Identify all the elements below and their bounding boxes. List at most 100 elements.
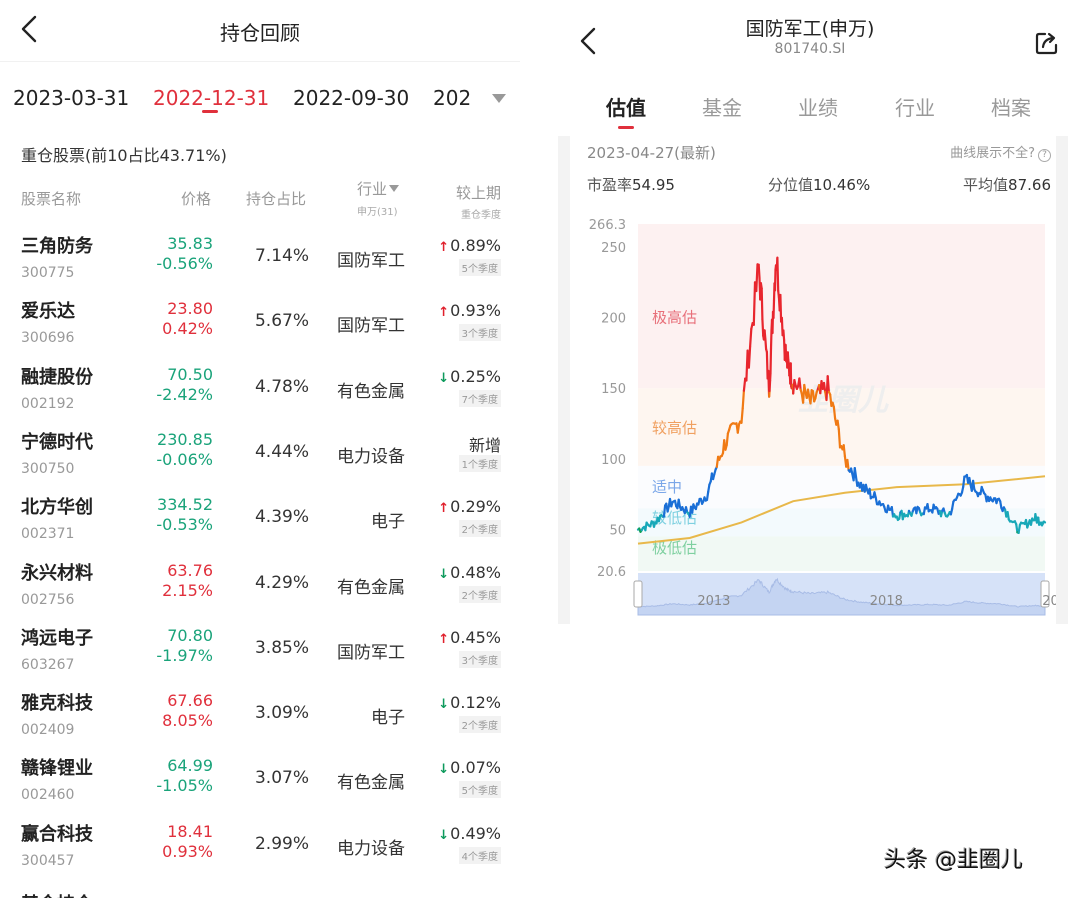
stock-price: 18.41 [167,821,213,841]
industry-valuation-panel: 国防军工(申万) 801740.SI 估值 基金 业绩 行业 档案 2023-0… [540,0,1080,898]
range-handle-left[interactable] [633,580,643,608]
curve-help-text: 曲线展示不全? [950,146,1035,161]
arrow-down-icon: ↓ [438,827,450,843]
tab-valuation[interactable]: 估值 [606,96,646,120]
industry: 国防军工 [337,316,405,337]
holding-weight: 4.78% [254,376,309,397]
weight-delta: ↓0.49% [438,824,501,843]
question-circle-icon: ? [1038,149,1051,162]
watermark: 头条 @韭圈儿 [884,848,1023,873]
weight-delta: ↓0.25% [438,367,501,386]
stock-price: 23.80 [167,299,213,319]
arrow-down-icon: ↓ [438,697,450,713]
industry: 有色金属 [337,577,405,598]
svg-text:250: 250 [601,241,626,256]
stock-price: 35.83 [167,234,213,253]
table-row[interactable]: 融捷股份 002192 70.50 -2.42% 4.78% 有色金属 ↓0.25% 7个季度 [0,363,520,423]
industry: 国防军工 [337,251,405,271]
tab-industry[interactable]: 行业 [895,96,935,120]
header: 持仓回顾 [0,0,520,62]
share-icon[interactable] [1034,30,1060,56]
table-row[interactable]: 三角防务 300775 35.83 -0.56% 7.14% 国防军工 ↑0.89% 5个季度 [0,232,520,292]
date-tab-2022-12-31[interactable]: 2022-12-31 [153,86,270,110]
stock-name: 融捷股份 [21,366,93,388]
col-price: 价格 [181,190,212,208]
table-row[interactable]: 爱乐达 300696 23.80 0.42% 5.67% 国防军工 ↑0.93% 3个季度 [0,297,520,357]
percentile-label: 分位值 [768,176,814,194]
industry: 电子 [371,512,405,533]
table-row[interactable]: 鸿远电子 603267 70.80 -1.97% 3.85% 国防军工 ↑0.45% 3个季度 [0,624,520,684]
weight-delta-value: 0.29% [450,497,501,517]
stock-code: 300750 [21,460,75,477]
date-tab-2023-03-31[interactable]: 2023-03-31 [13,86,130,110]
stock-name: 赢合科技 [21,823,93,845]
pe-metric: 市盈率54.95 [587,174,675,195]
stock-price: 70.80 [167,625,213,645]
svg-text:200: 200 [601,312,626,327]
average-label: 平均值 [963,176,1009,194]
tab-funds[interactable]: 基金 [702,96,742,120]
date-tab-partial[interactable]: 202 [433,86,472,110]
table-row[interactable]: 赣锋锂业 002460 64.99 -1.05% 3.07% 有色金属 ↓0.07% 5个季度 [0,754,520,814]
stock-name: 雅克科技 [21,693,93,715]
svg-text:极低估: 极低估 [652,539,697,557]
col-name: 股票名称 [21,190,82,208]
valuation-card: 2023-04-27(最新) 曲线展示不全?? 市盈率54.95 分位值10.4… [558,136,1075,624]
svg-text:150: 150 [601,382,626,397]
quarters-badge: 2个季度 [458,585,501,603]
col-industry[interactable]: 行业 [357,178,400,199]
stock-code: 300696 [21,330,75,347]
curve-help-link[interactable]: 曲线展示不全?? [950,142,1051,162]
stock-name: 爱乐达 [21,301,75,323]
stock-code: 300457 [21,852,75,869]
percentile-value: 10.46% [813,176,871,194]
svg-text:适中: 适中 [652,478,682,496]
quarters-badge: 5个季度 [458,259,501,276]
table-row[interactable]: 雅克科技 002409 67.66 8.05% 3.09% 电子 ↓0.12% 2个季度 [0,689,520,749]
industry: 有色金属 [337,773,405,794]
quarters-badge: 2个季度 [458,520,501,538]
tab-profile[interactable]: 档案 [991,96,1031,120]
table-row[interactable]: 宁德时代 300750 230.85 -0.06% 4.44% 电力设备 新增 1个季度 [0,428,520,488]
svg-text:2023: 2023 [1042,594,1056,609]
tab-performance[interactable]: 业绩 [798,96,838,120]
quarters-badge: 2个季度 [458,716,501,734]
quarters-badge: 3个季度 [458,324,501,342]
svg-text:50: 50 [609,523,626,538]
weight-delta-value: 0.93% [450,301,501,321]
table-row[interactable]: 赢合科技 300457 18.41 0.93% 2.99% 电力设备 ↓0.49% 4个季度 [0,820,520,880]
holding-weight: 4.29% [254,572,309,593]
svg-text:20.6: 20.6 [597,565,626,580]
weight-delta-value: 0.07% [450,758,501,778]
back-button[interactable] [577,26,601,56]
stock-code: 002756 [21,591,75,608]
pe-chart[interactable]: 极高估 较高估 适中 较低估 极低估 266.3 250 200 150 100 50 20.6 韭圈儿… [570,206,1075,624]
back-button[interactable] [18,14,42,44]
col-industry-label: 行业 [357,180,388,198]
stock-change: -0.06% [156,449,213,469]
svg-text:2013: 2013 [697,594,730,609]
industry: 国防军工 [337,642,405,663]
table-row[interactable]: 北方华创 002371 334.52 -0.53% 4.39% 电子 ↑0.29% 2个季度 [0,493,520,553]
quarters-badge: 5个季度 [458,781,501,799]
arrow-up-icon: ↑ [438,240,450,255]
holding-weight: 4.39% [254,507,309,528]
date-tab-2022-09-30[interactable]: 2022-09-30 [293,86,410,110]
stock-name: 赣锋锂业 [21,758,93,780]
dropdown-triangle-icon[interactable] [492,94,506,103]
weight-delta: 新增 [469,432,501,456]
index-code: 801740.SI [774,41,846,57]
holding-weight: 4.44% [254,441,309,462]
weight-delta-value: 0.89% [450,236,501,255]
weight-delta-value: 0.12% [450,693,501,713]
weight-delta-value: 新增 [468,435,501,455]
arrow-up-icon: ↑ [438,305,450,321]
weight-delta: ↓0.12% [438,693,501,712]
svg-text:100: 100 [601,453,626,468]
range-handle-right[interactable] [1040,580,1050,608]
table-row[interactable]: 永兴材料 002756 63.76 2.15% 4.29% 有色金属 ↓0.48% 2个季度 [0,559,520,619]
industry: 电力设备 [337,446,405,467]
stock-change: 2.15% [162,580,213,600]
holdings-summary: 重仓股票(前10占比43.71%) [21,146,227,165]
